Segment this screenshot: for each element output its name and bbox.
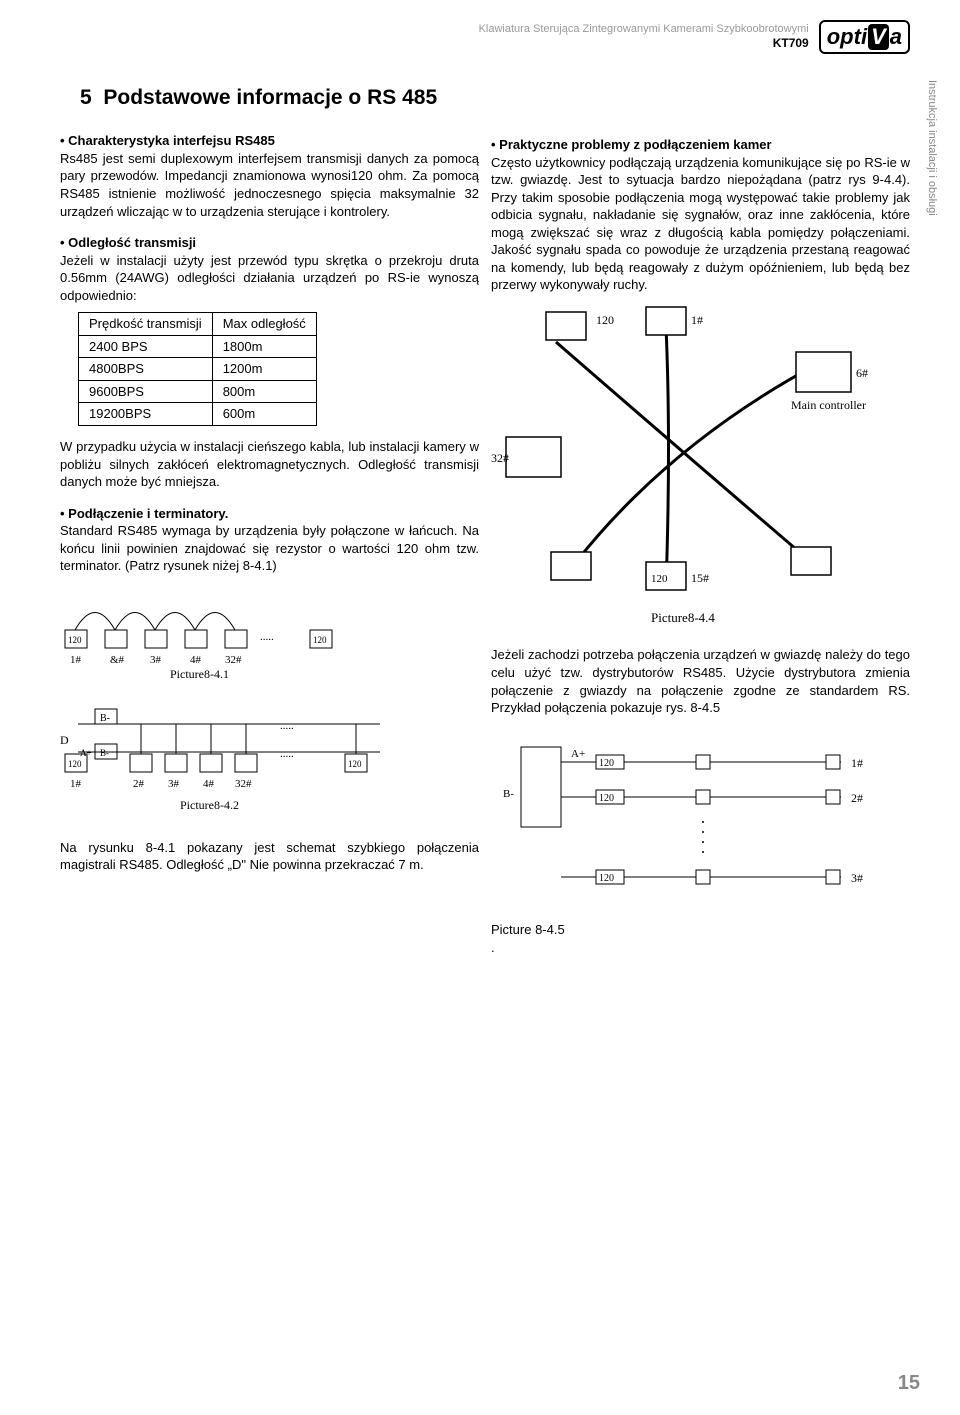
para-distance: Jeżeli w instalacji użyty jest przewód t… <box>60 252 479 305</box>
svg-text:Picture8-4.4: Picture8-4.4 <box>651 610 715 625</box>
diagram-841: ..... 120 120 1# &# 3# 4# 32# Picture8-4… <box>60 585 479 685</box>
svg-text:&#: &# <box>110 654 125 666</box>
svg-text:1#: 1# <box>691 313 703 327</box>
svg-text:B-: B- <box>100 713 110 724</box>
th-dist: Max odległość <box>212 313 316 336</box>
svg-text:2#: 2# <box>851 791 863 805</box>
svg-text:A+: A+ <box>80 748 92 758</box>
para-thinner-cable: W przypadku użycia w instalacji cieńszeg… <box>60 438 479 491</box>
logo: optiVa <box>819 20 910 54</box>
svg-text:.....: ..... <box>280 720 294 732</box>
svg-text:Main controller: Main controller <box>791 398 866 412</box>
svg-text:120: 120 <box>599 758 614 769</box>
svg-text:15#: 15# <box>691 571 709 585</box>
caption-845-dot: . <box>491 939 910 957</box>
header-subtitle: Klawiatura Sterująca Zintegrowanymi Kame… <box>479 22 809 36</box>
svg-text:32#: 32# <box>235 778 252 790</box>
table-row: 4800BPS1200m <box>79 358 317 381</box>
svg-text:Picture8-4.2: Picture8-4.2 <box>180 798 239 812</box>
side-label: Instrukcja instalacji i obsługi <box>926 80 938 216</box>
svg-text:4#: 4# <box>203 778 215 790</box>
header-model: KT709 <box>479 36 809 52</box>
heading-distance: Odległość transmisji <box>60 234 479 252</box>
para-fig-note: Na rysunku 8-4.1 pokazany jest schemat s… <box>60 839 479 874</box>
svg-text:3#: 3# <box>168 778 180 790</box>
diagram-844: 120 1# 6# Main controller 32# 120 15# Pi… <box>491 302 910 637</box>
svg-text:1#: 1# <box>70 778 82 790</box>
section-heading: 5 Podstawowe informacje o RS 485 <box>80 84 479 112</box>
heading-characteristics: Charakterystyka interfejsu RS485 <box>60 132 479 150</box>
svg-text:3#: 3# <box>851 871 863 885</box>
svg-text:120: 120 <box>68 635 82 645</box>
header-text: Klawiatura Sterująca Zintegrowanymi Kame… <box>479 22 809 52</box>
para-problems: Często użytkownicy podłączają urządzenia… <box>491 154 910 294</box>
diagram-845: A+ B- 120 120 120 1# 2# 3# <box>491 737 910 912</box>
svg-text:1#: 1# <box>70 654 82 666</box>
svg-text:4#: 4# <box>190 654 202 666</box>
table-row: 19200BPS600m <box>79 403 317 426</box>
svg-text:120: 120 <box>313 635 327 645</box>
table-row: Prędkość transmisji Max odległość <box>79 313 317 336</box>
para-star-dist: Jeżeli zachodzi potrzeba połączenia urzą… <box>491 646 910 716</box>
svg-text:120: 120 <box>596 313 614 327</box>
svg-text:120: 120 <box>599 793 614 804</box>
diagram-842: D B- A+ B- 120 120 ..... ..... 1# 2# 3# … <box>60 694 479 829</box>
page-header: Klawiatura Sterująca Zintegrowanymi Kame… <box>60 20 910 54</box>
svg-text:.....: ..... <box>280 748 294 760</box>
svg-text:6#: 6# <box>856 366 868 380</box>
svg-text:D: D <box>60 733 69 747</box>
svg-text:B-: B- <box>100 748 109 758</box>
table-row: 2400 BPS1800m <box>79 335 317 358</box>
svg-text:B-: B- <box>503 788 514 800</box>
right-column: Praktyczne problemy z podłączeniem kamer… <box>491 84 910 956</box>
left-column: 5 Podstawowe informacje o RS 485 Charakt… <box>60 84 479 956</box>
main-content: 5 Podstawowe informacje o RS 485 Charakt… <box>60 84 910 956</box>
speed-distance-table: Prędkość transmisji Max odległość 2400 B… <box>78 312 317 426</box>
heading-problems: Praktyczne problemy z podłączeniem kamer <box>491 136 910 154</box>
svg-text:2#: 2# <box>133 778 145 790</box>
caption-845: Picture 8-4.5 <box>491 921 910 939</box>
svg-text:120: 120 <box>599 873 614 884</box>
svg-text:1#: 1# <box>851 756 863 770</box>
heading-terminators: Podłączenie i terminatory. <box>60 505 479 523</box>
svg-text:3#: 3# <box>150 654 162 666</box>
svg-text:120: 120 <box>651 573 668 585</box>
para-terminators: Standard RS485 wymaga by urządzenia były… <box>60 522 479 575</box>
svg-text:.....: ..... <box>260 631 274 643</box>
svg-text:120: 120 <box>348 759 362 769</box>
svg-text:32#: 32# <box>225 654 242 666</box>
svg-text:120: 120 <box>68 759 82 769</box>
th-speed: Prędkość transmisji <box>79 313 213 336</box>
table-row: 9600BPS800m <box>79 380 317 403</box>
svg-text:Picture8-4.1: Picture8-4.1 <box>170 667 229 680</box>
para-characteristics: Rs485 jest semi duplexowym interfejsem t… <box>60 150 479 220</box>
svg-text:32#: 32# <box>491 451 509 465</box>
svg-text:A+: A+ <box>571 748 585 760</box>
page-number: 15 <box>898 1372 920 1395</box>
